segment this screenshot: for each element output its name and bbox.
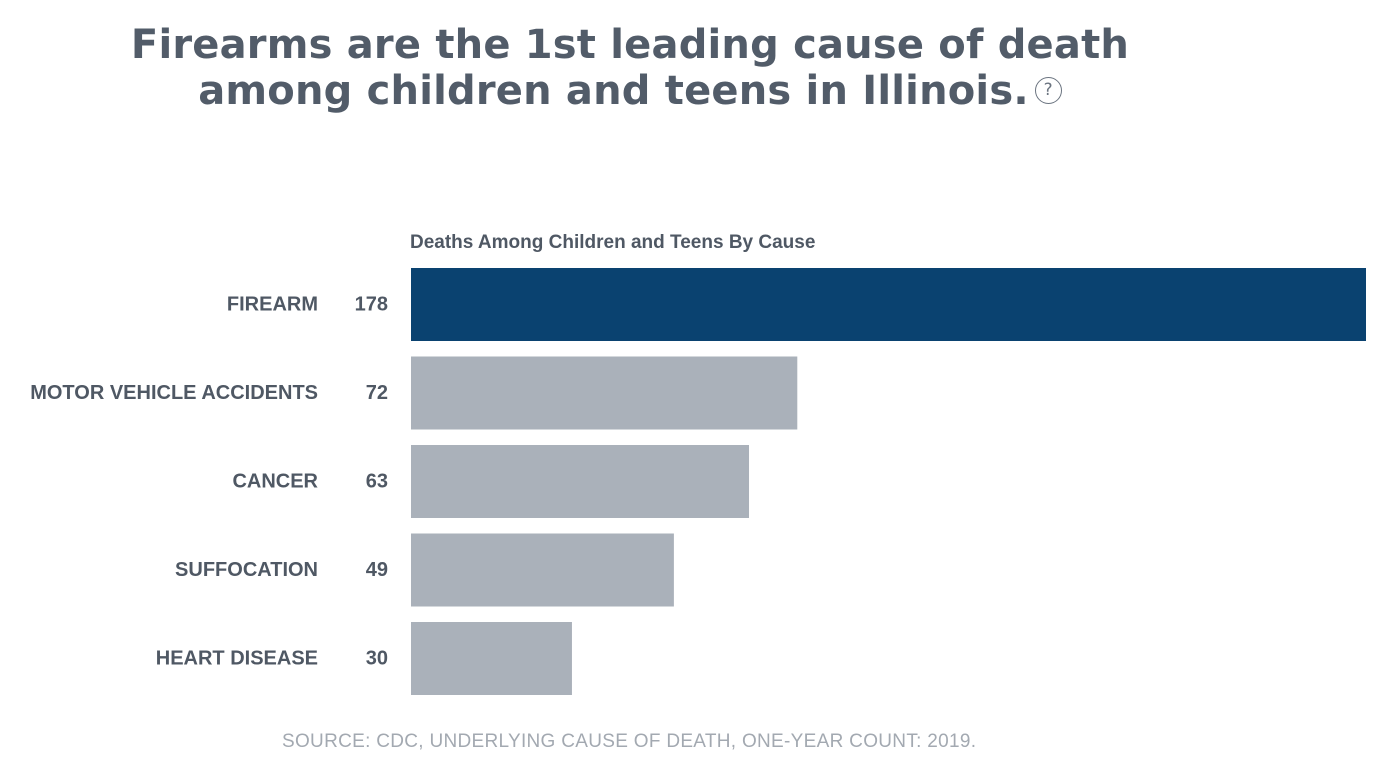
bar-heart-disease xyxy=(411,622,572,695)
title-line-2: among children and teens in Illinois.? xyxy=(0,68,1260,114)
category-label: MOTOR VEHICLE ACCIDENTS xyxy=(30,382,318,404)
bar-cancer xyxy=(411,445,750,518)
title-line-1: Firearms are the 1st leading cause of de… xyxy=(130,22,1130,68)
value-label: 178 xyxy=(355,294,388,316)
value-label: 63 xyxy=(366,471,388,493)
page-title: Firearms are the 1st leading cause of de… xyxy=(0,22,1260,114)
category-label: CANCER xyxy=(232,471,318,493)
category-label: FIREARM xyxy=(227,294,318,316)
value-label: 49 xyxy=(366,559,388,581)
bar-motor-vehicle-accidents xyxy=(411,356,798,430)
value-label: 30 xyxy=(366,648,388,670)
bar-suffocation xyxy=(411,533,674,607)
question-circle-icon[interactable]: ? xyxy=(1034,76,1062,104)
category-label: SUFFOCATION xyxy=(175,559,318,581)
chart-title: Deaths Among Children and Teens By Cause xyxy=(410,232,816,253)
category-label: HEART DISEASE xyxy=(156,648,318,670)
title-line-2-text: among children and teens in Illinois. xyxy=(198,68,1029,114)
bar-firearm xyxy=(411,268,1366,341)
value-label: 72 xyxy=(366,382,388,404)
source-note: SOURCE: CDC, UNDERLYING CAUSE OF DEATH, … xyxy=(282,731,977,752)
